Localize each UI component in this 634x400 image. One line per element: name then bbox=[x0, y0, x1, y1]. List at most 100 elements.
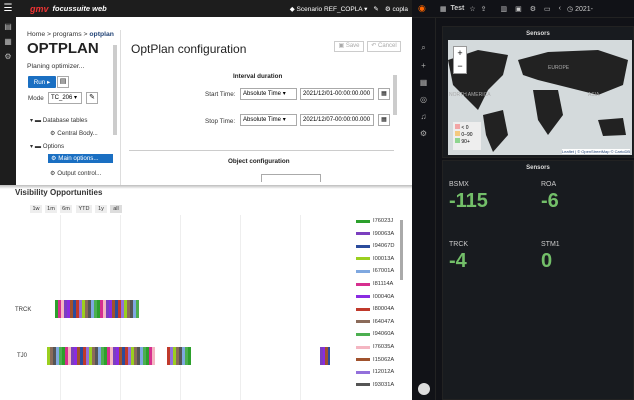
cancel-button[interactable]: ↶ Cancel bbox=[367, 41, 401, 52]
object-select[interactable] bbox=[261, 174, 321, 182]
visibility-bar-segment bbox=[62, 347, 65, 365]
zoom-all-button[interactable]: all bbox=[110, 205, 122, 213]
stop-mode-select[interactable]: Absolute Time ▾ bbox=[240, 114, 297, 126]
legend-item[interactable]: I93031A bbox=[356, 382, 394, 388]
stop-time-label: Stop Time: bbox=[205, 118, 236, 125]
gear-icon[interactable]: ⚙ bbox=[4, 52, 12, 61]
visibility-plot[interactable] bbox=[20, 215, 352, 400]
legend-item[interactable]: I80004A bbox=[356, 306, 394, 312]
legend-item[interactable]: I94060A bbox=[356, 331, 394, 337]
calendar-icon[interactable]: ▦ bbox=[378, 88, 390, 100]
visibility-bar-segment bbox=[106, 300, 109, 318]
zoom-1m-button[interactable]: 1m bbox=[45, 205, 57, 213]
config-scrollbar[interactable] bbox=[393, 75, 397, 115]
legend-scrollbar[interactable] bbox=[400, 220, 403, 280]
menu-icon[interactable]: ☰ bbox=[3, 3, 13, 14]
scenario-selector[interactable]: ◆ Scenario REF_COPLA ▾ bbox=[289, 5, 368, 13]
edit-mode-button[interactable]: ✎ bbox=[86, 92, 98, 104]
visibility-bar-segment bbox=[95, 347, 98, 365]
user-menu[interactable]: ⚙ copla bbox=[384, 5, 408, 13]
avatar[interactable] bbox=[417, 383, 430, 395]
legend-item[interactable]: I76023J bbox=[356, 218, 393, 224]
visibility-bar-segment bbox=[68, 347, 71, 365]
config-panel: OptPlan configuration ▣ Save ↶ Cancel In… bbox=[120, 30, 410, 185]
breadcrumb-home[interactable]: Home bbox=[27, 31, 46, 38]
start-time-input[interactable]: 2021/12/01-00:00:00.000 bbox=[300, 88, 374, 100]
tree-item-options[interactable]: ▾ ▬ Options bbox=[30, 143, 65, 150]
plus-icon[interactable]: + bbox=[421, 61, 426, 70]
settings-icon[interactable]: ⚙ bbox=[529, 5, 537, 13]
world-map[interactable]: + − NORTH AMERICA EUROPE ASIA < 0 0–90 9… bbox=[448, 40, 632, 155]
top-bar: ☰ gmv focussuite web ◆ Scenario REF_COPL… bbox=[0, 0, 412, 17]
tree-scrollbar[interactable] bbox=[113, 45, 117, 135]
zoom-1w-button[interactable]: 1w bbox=[30, 205, 42, 213]
program-title: OPTPLAN bbox=[27, 40, 99, 57]
visibility-bar-segment bbox=[179, 347, 182, 365]
map-zoom-controls: + − bbox=[453, 46, 467, 74]
search-icon[interactable]: ⌕ bbox=[421, 43, 426, 52]
gear-icon[interactable]: ⚙ bbox=[419, 129, 428, 138]
legend-label: I64047A bbox=[373, 318, 395, 325]
zoom-ytd-button[interactable]: YTD bbox=[76, 205, 92, 213]
run-button[interactable]: Run ▸ bbox=[28, 76, 56, 88]
tv-icon[interactable]: ▭ bbox=[544, 5, 551, 13]
breadcrumb-separator: > bbox=[47, 31, 52, 38]
zoom-out-button[interactable]: − bbox=[457, 61, 463, 71]
share-icon[interactable]: ⇪ bbox=[480, 5, 487, 13]
dashboards-icon[interactable]: ▦ bbox=[419, 78, 428, 87]
breadcrumb-programs[interactable]: programs bbox=[52, 31, 82, 38]
focussuite-window: ☰ gmv focussuite web ◆ Scenario REF_COPL… bbox=[0, 0, 412, 400]
file-icon[interactable]: ▤ bbox=[4, 22, 12, 31]
legend-swatch bbox=[356, 244, 370, 248]
tree-item-central-body[interactable]: ⚙ Central Body... bbox=[50, 130, 98, 137]
legend-item[interactable]: I64047A bbox=[356, 319, 394, 325]
database-button[interactable]: ▤ bbox=[57, 76, 69, 88]
legend-label: I67001A bbox=[373, 268, 395, 275]
star-icon[interactable]: ☆ bbox=[469, 5, 476, 13]
zoom-1y-button[interactable]: 1y bbox=[95, 205, 107, 213]
time-back-icon[interactable]: ‹ bbox=[558, 5, 562, 12]
legend-item[interactable]: I00013A bbox=[356, 256, 394, 262]
scenario-label: Scenario bbox=[296, 5, 323, 13]
object-header: Object configuration bbox=[228, 158, 290, 165]
tree-item-output-control[interactable]: ⚙ Output control... bbox=[50, 170, 101, 177]
zoom-in-button[interactable]: + bbox=[457, 48, 463, 58]
bell-icon[interactable]: ♫ bbox=[420, 112, 427, 121]
mode-select[interactable]: TC_206 ▾ bbox=[48, 92, 82, 104]
pencil-icon[interactable]: ✎ bbox=[373, 5, 379, 13]
grafana-logo-icon[interactable]: ◉ bbox=[418, 3, 426, 13]
land-eurasia bbox=[518, 50, 628, 95]
legend-item[interactable]: I15062A bbox=[356, 357, 394, 363]
cancel-label: Cancel bbox=[378, 43, 397, 49]
legend-item[interactable]: I94067D bbox=[356, 243, 395, 249]
legend-item[interactable]: I81114A bbox=[356, 281, 393, 287]
save-button[interactable]: ▣ Save bbox=[334, 41, 364, 52]
add-panel-icon[interactable]: ▥ bbox=[500, 5, 508, 13]
explore-icon[interactable]: ◎ bbox=[420, 95, 427, 104]
start-mode-select[interactable]: Absolute Time ▾ bbox=[240, 88, 297, 100]
save-icon[interactable]: ▣ bbox=[515, 5, 522, 13]
database-icon[interactable]: ▦ bbox=[4, 37, 12, 46]
map-attribution[interactable]: Leaflet | © OpenStreetMap © CartoDB bbox=[561, 149, 630, 154]
legend-label: I81114A bbox=[373, 281, 394, 287]
tree-item-main-options[interactable]: ⚙ Main options... bbox=[48, 154, 113, 163]
start-time-label: Start Time: bbox=[205, 91, 236, 98]
app-sidebar: ▤ ▦ ⚙ bbox=[0, 17, 16, 185]
legend-item[interactable]: I67001A bbox=[356, 268, 394, 274]
dashboard-title[interactable]: Test bbox=[450, 5, 465, 12]
legend-swatch bbox=[356, 257, 370, 261]
visibility-bar-segment bbox=[94, 300, 97, 318]
legend-swatch bbox=[356, 383, 370, 387]
time-range[interactable]: ◷ 2021- bbox=[567, 5, 593, 13]
legend-swatch bbox=[356, 320, 370, 324]
tree-item-database-tables[interactable]: ▾ ▬ Database tables bbox=[30, 117, 88, 124]
stop-time-input[interactable]: 2021/12/07-00:00:00.000 bbox=[300, 114, 374, 126]
visibility-bar-segment bbox=[82, 300, 85, 318]
legend-item[interactable]: I90063A bbox=[356, 231, 394, 237]
legend-item[interactable]: I00040A bbox=[356, 294, 394, 300]
zoom-6m-button[interactable]: 6m bbox=[60, 205, 72, 213]
visibility-bar-segment bbox=[112, 300, 115, 318]
legend-item[interactable]: I12012A bbox=[356, 369, 394, 375]
calendar-icon[interactable]: ▦ bbox=[378, 114, 390, 126]
legend-item[interactable]: I76035A bbox=[356, 344, 394, 350]
